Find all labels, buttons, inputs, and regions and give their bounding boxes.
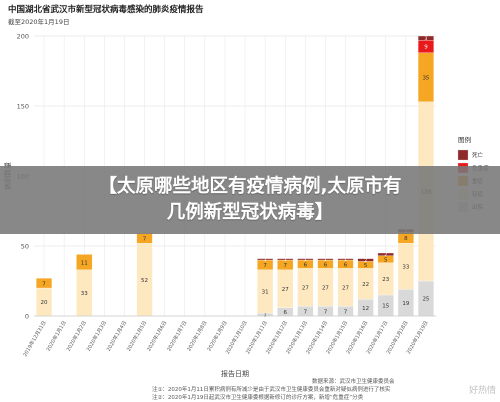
x-tick-label: 2020年1月1日 (45, 320, 68, 353)
x-axis-title: 报告日期 (221, 369, 249, 378)
x-tick-label: 2019年12月31日 (21, 320, 47, 359)
data-label: 7 (263, 263, 267, 269)
data-label: 2 (384, 252, 387, 258)
data-label: 35 (422, 76, 429, 82)
data-label: 6 (344, 262, 348, 268)
x-tick-label: 2020年1月19日 (405, 320, 430, 356)
data-label: 2 (364, 258, 367, 264)
data-label: 7 (143, 237, 147, 243)
x-tick-label: 2020年1月17日 (365, 320, 390, 356)
data-label: 1 (344, 257, 347, 263)
bar-segment (417, 35, 434, 41)
headline-line-1: 【太原哪些地区有疫情病例,太原市有 (98, 176, 402, 197)
legend-title: 图例 (458, 135, 471, 144)
data-label: 6 (284, 310, 288, 316)
data-label: 33 (81, 291, 88, 297)
x-tick-label: 2020年1月14日 (304, 320, 329, 356)
data-label: 22 (362, 282, 369, 288)
data-label: 6 (304, 262, 308, 268)
data-label: 1 (324, 257, 327, 263)
bar-segment (76, 254, 93, 270)
bar-segment (277, 258, 294, 261)
x-tick-label: 2020年1月5日 (125, 320, 148, 353)
data-label: 27 (302, 286, 309, 292)
bar-segment (337, 258, 354, 261)
data-label: 27 (282, 287, 289, 293)
data-label: 11 (81, 260, 88, 266)
data-label: 7 (324, 309, 328, 315)
data-label: 15 (382, 304, 389, 310)
x-tick-label: 2020年1月4日 (105, 320, 128, 353)
data-label: 19 (402, 301, 409, 307)
data-label: 7 (304, 309, 308, 315)
bar-segment (317, 258, 334, 261)
x-tick-label: 2020年1月11日 (244, 320, 269, 356)
bar-segment (377, 252, 394, 256)
data-label: 27 (322, 286, 329, 292)
bar-segment (297, 258, 314, 261)
data-label: 27 (342, 286, 349, 292)
headline-line-2: 几例新型冠状病毒】 (166, 202, 334, 223)
legend-swatch (457, 149, 469, 161)
data-label: 7 (344, 309, 348, 315)
data-label: 12 (362, 306, 369, 312)
data-label: 1 (304, 257, 307, 263)
x-tick-label: 2020年1月2日 (65, 320, 88, 353)
bar-segment (36, 278, 53, 289)
y-tick-label: 200 (17, 33, 29, 41)
x-tick-label: 2020年1月13日 (284, 320, 309, 356)
data-label: 1 (284, 257, 287, 263)
note-1: 注①：2020年1月11日累积病例有所减少是由于武汉市卫生健康委员会重新对疑似病… (152, 387, 391, 393)
y-tick-label: 150 (17, 103, 29, 111)
chart-title: 中国湖北省武汉市新型冠状病毒感染的肺炎疫情报告 (8, 5, 204, 15)
data-label: 52 (141, 278, 148, 284)
y-tick-label: 50 (21, 243, 29, 251)
legend-label: 死亡 (472, 151, 484, 159)
watermark: 好热情 (468, 386, 496, 396)
x-tick-label: 2020年1月3日 (85, 320, 108, 353)
data-label: 6 (324, 262, 328, 268)
x-tick-label: 2020年1月15日 (325, 320, 350, 356)
data-label: 2 (264, 312, 267, 318)
x-tick-label: 2020年1月8日 (185, 320, 208, 353)
y-tick-label: 0 (25, 313, 29, 321)
x-tick-label: 2020年1月9日 (206, 320, 229, 353)
data-label: 7 (42, 281, 46, 287)
data-source: 数据来源：武汉市卫生健康委员会 (312, 379, 395, 385)
x-tick-label: 2020年1月18日 (385, 320, 410, 356)
data-label: 31 (262, 290, 269, 296)
headline-banner: 【太原哪些地区有疫情病例,太原市有 几例新型冠状病毒】 (0, 166, 500, 234)
data-label: 5 (384, 258, 388, 264)
x-tick-label: 2020年1月12日 (264, 320, 289, 356)
data-label: 23 (382, 277, 389, 283)
bar-segment (257, 258, 274, 261)
data-label: 7 (284, 263, 288, 269)
chart-subtitle: 截至2020年1月19日 (8, 18, 70, 26)
data-label: 33 (402, 265, 409, 271)
note-2: 注②：2020年1月19日起武汉市卫生健康委根据新修订的诊疗方案，新增“危重症”… (152, 395, 364, 401)
x-tick-label: 2020年1月7日 (165, 320, 188, 353)
x-tick-label: 2020年1月6日 (145, 320, 168, 353)
data-label: 5 (364, 263, 368, 269)
data-label: 9 (424, 45, 428, 51)
data-label: 25 (422, 297, 429, 303)
bar-segment (357, 258, 374, 262)
data-label: 20 (41, 300, 48, 306)
x-tick-label: 2020年1月16日 (345, 320, 370, 356)
data-label: 3 (425, 36, 428, 42)
data-label: 8 (404, 236, 408, 242)
chart-footnote: 数据来源：武汉市卫生健康委员会 注①：2020年1月11日累积病例有所减少是由于… (152, 378, 395, 402)
data-label: 1 (264, 257, 267, 263)
x-tick-label: 2020年1月10日 (224, 320, 249, 356)
